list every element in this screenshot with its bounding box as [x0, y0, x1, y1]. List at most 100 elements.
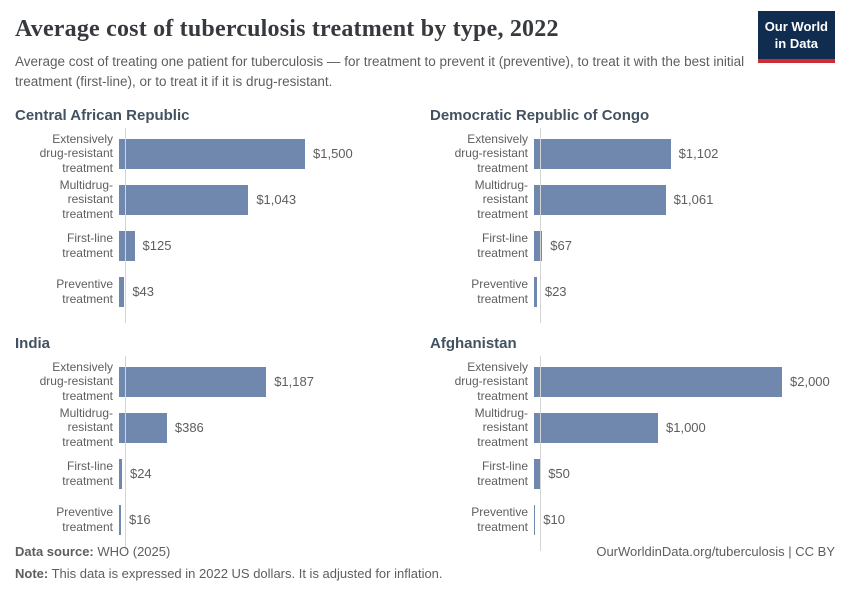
bar-track: $1,102 [534, 138, 835, 169]
category-label: Multidrug-resistant treatment [474, 178, 528, 221]
bar-row: First-line treatment $24 [15, 451, 420, 497]
bar[interactable] [119, 366, 267, 397]
category-label: Preventive treatment [56, 277, 113, 306]
value-label: $43 [132, 284, 155, 299]
panel-afghanistan: Afghanistan Extensively drug-resistant t… [430, 334, 835, 551]
bar-track: $67 [534, 230, 835, 261]
value-label: $1,061 [673, 192, 714, 207]
category-label: Extensively drug-resistant treatment [39, 360, 113, 403]
bar-row: First-line treatment $67 [430, 223, 835, 269]
value-label: $16 [128, 512, 151, 527]
category-label: First-line treatment [62, 231, 113, 260]
panel-democratic-republic-of-congo: Democratic Republic of Congo Extensively… [430, 106, 835, 323]
bar[interactable] [119, 412, 167, 443]
attribution-link[interactable]: OurWorldinData.org/tuberculosis | CC BY [596, 544, 835, 559]
bar-row: Extensively drug-resistant treatment $1,… [430, 131, 835, 177]
panel-title: India [15, 334, 51, 352]
bar-row: Multidrug-resistant treatment $1,061 [430, 177, 835, 223]
bar[interactable] [534, 412, 658, 443]
bar-row: Preventive treatment $16 [15, 497, 420, 543]
bar-track: $386 [119, 412, 420, 443]
bar-track: $24 [119, 458, 420, 489]
bar-row: Extensively drug-resistant treatment $1,… [15, 131, 420, 177]
value-label: $1,043 [256, 192, 297, 207]
axis-line [125, 127, 126, 323]
panel-title: Central African Republic [15, 106, 190, 124]
bar[interactable] [534, 366, 782, 397]
category-label: First-line treatment [477, 231, 528, 260]
bar-track: $1,000 [534, 412, 835, 443]
facet-grid: Central African Republic Extensively dru… [15, 106, 835, 551]
value-label: $386 [174, 420, 204, 435]
bar[interactable] [119, 184, 249, 215]
category-label: Multidrug-resistant treatment [59, 406, 113, 449]
bar-track: $1,061 [534, 184, 835, 215]
bar[interactable] [534, 458, 541, 489]
bar[interactable] [119, 138, 305, 169]
bar[interactable] [119, 230, 135, 261]
panel-india: India Extensively drug-resistant treatme… [15, 334, 420, 551]
bar[interactable] [534, 230, 543, 261]
value-label: $50 [548, 466, 570, 481]
bar-row: Extensively drug-resistant treatment $1,… [15, 359, 420, 405]
category-label: First-line treatment [62, 459, 113, 488]
data-source-label: Data source: [15, 544, 94, 559]
bar-track: $23 [534, 276, 835, 307]
bar[interactable] [534, 504, 536, 535]
owid-logo[interactable]: Our World in Data [757, 11, 835, 63]
value-label: $24 [129, 466, 152, 481]
data-source-value: WHO (2025) [93, 544, 171, 559]
value-label: $125 [142, 238, 172, 253]
bar-row: Multidrug-resistant treatment $1,043 [15, 177, 420, 223]
value-label: $23 [544, 284, 567, 299]
value-label: $1,500 [313, 146, 353, 161]
bar-track: $1,043 [119, 184, 420, 215]
axis-line [125, 355, 126, 551]
bar[interactable] [119, 458, 122, 489]
bar-row: Multidrug-resistant treatment $386 [15, 405, 420, 451]
bar-row: First-line treatment $50 [430, 451, 835, 497]
value-label: $1,102 [678, 146, 719, 161]
bar[interactable] [534, 138, 671, 169]
value-label: $2,000 [790, 374, 830, 389]
axis-line [540, 127, 541, 323]
chart-subtitle: Average cost of treating one patient for… [15, 54, 745, 90]
bar[interactable] [119, 276, 125, 307]
value-label: $1,000 [666, 420, 706, 435]
axis-line [540, 355, 541, 551]
bar-track: $43 [119, 276, 420, 307]
category-label: Preventive treatment [471, 277, 528, 306]
bar-track: $50 [534, 458, 835, 489]
footer: Data source: WHO (2025) OurWorldinData.o… [15, 541, 835, 585]
bar-chart: Extensively drug-resistant treatment $1,… [15, 127, 420, 323]
category-label: Extensively drug-resistant treatment [454, 132, 528, 175]
category-label: Extensively drug-resistant treatment [39, 132, 113, 175]
category-label: Multidrug-resistant treatment [474, 406, 528, 449]
bar-track: $10 [534, 504, 835, 535]
value-label: $67 [550, 238, 572, 253]
panel-title: Afghanistan [430, 334, 517, 352]
bar-track: $16 [119, 504, 420, 535]
bar-track: $1,187 [119, 366, 420, 397]
category-label: Preventive treatment [56, 505, 113, 534]
bar-track: $125 [119, 230, 420, 261]
bar-chart: Extensively drug-resistant treatment $2,… [430, 355, 835, 551]
bar[interactable] [119, 504, 121, 535]
category-label: Preventive treatment [471, 505, 528, 534]
value-label: $10 [543, 512, 565, 527]
bar-row: Preventive treatment $10 [430, 497, 835, 543]
bar-row: Preventive treatment $23 [430, 269, 835, 315]
bar-row: First-line treatment $125 [15, 223, 420, 269]
bar[interactable] [534, 276, 537, 307]
footer-top-line: Data source: WHO (2025) OurWorldinData.o… [15, 541, 835, 563]
bar-chart: Extensively drug-resistant treatment $1,… [15, 355, 420, 551]
owid-logo-line2: in Data [774, 35, 819, 51]
bar-row: Preventive treatment $43 [15, 269, 420, 315]
note-line: Note: This data is expressed in 2022 US … [15, 563, 835, 585]
bar-row: Multidrug-resistant treatment $1,000 [430, 405, 835, 451]
panel-title: Democratic Republic of Congo [430, 106, 650, 124]
bar[interactable] [534, 184, 666, 215]
page-title: Average cost of tuberculosis treatment b… [15, 16, 559, 42]
data-source-line: Data source: WHO (2025) [15, 541, 170, 563]
panel-central-african-republic: Central African Republic Extensively dru… [15, 106, 420, 323]
